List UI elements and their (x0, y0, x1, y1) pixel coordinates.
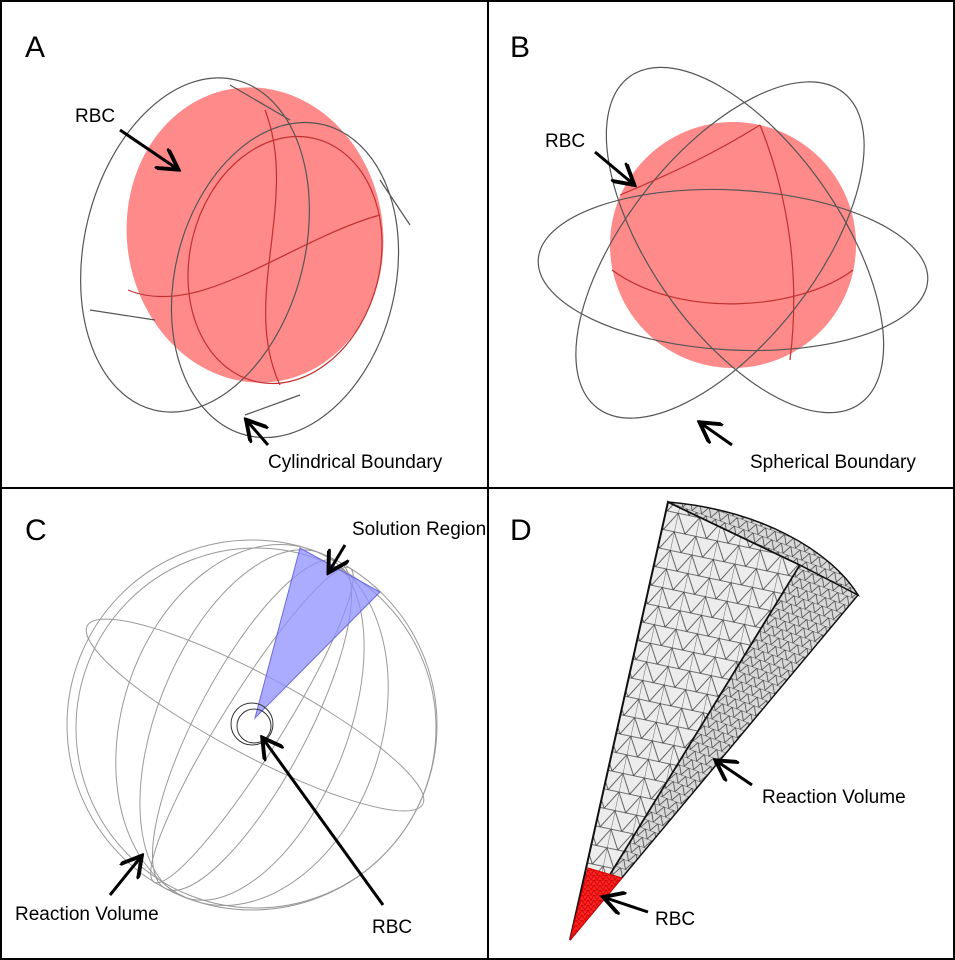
solution-region (255, 548, 380, 718)
annotation: RBC (545, 131, 585, 152)
outline (68, 590, 441, 839)
arrow (702, 424, 732, 445)
outline (76, 548, 436, 908)
annotation: Solution Region (352, 519, 486, 540)
panel-label: D (510, 514, 532, 547)
arrow (606, 898, 648, 912)
arrow (264, 740, 383, 905)
panel-a: A RBC Cylindrical Boundary (25, 31, 443, 473)
rbc-shape (231, 703, 273, 745)
arrow (110, 858, 140, 895)
outline (380, 180, 410, 225)
annotation: RBC (372, 917, 412, 938)
panel-d: D Reaction Volume RBC (510, 502, 906, 940)
outline (67, 540, 437, 910)
arrow (330, 545, 345, 570)
panel-b: B RBC Spherical Boundary (510, 22, 938, 473)
outline (90, 310, 155, 320)
annotation: Reaction Volume (15, 904, 159, 925)
outline (245, 395, 300, 415)
figure: A RBC Cylindrical Boundary B RBC Spheric… (0, 0, 955, 960)
reaction-volume (67, 509, 442, 941)
panel-label: B (510, 31, 530, 64)
annotation: RBC (655, 909, 695, 930)
arrow (595, 152, 632, 183)
annotation: RBC (75, 106, 115, 127)
outline (95, 518, 410, 932)
annotation: Spherical Boundary (750, 452, 916, 473)
annotation: Cylindrical Boundary (268, 452, 443, 473)
rbc (108, 71, 403, 400)
arrow (248, 422, 268, 445)
panel-label: A (25, 31, 45, 64)
page: A RBC Cylindrical Boundary B RBC Spheric… (0, 0, 955, 960)
annotation: Reaction Volume (762, 787, 906, 808)
panel-c: C Solution Region RBC Reaction Volume (15, 509, 486, 941)
panel-label: C (25, 514, 47, 547)
rbc (610, 122, 856, 368)
outline (237, 709, 271, 743)
arrow (718, 762, 752, 785)
